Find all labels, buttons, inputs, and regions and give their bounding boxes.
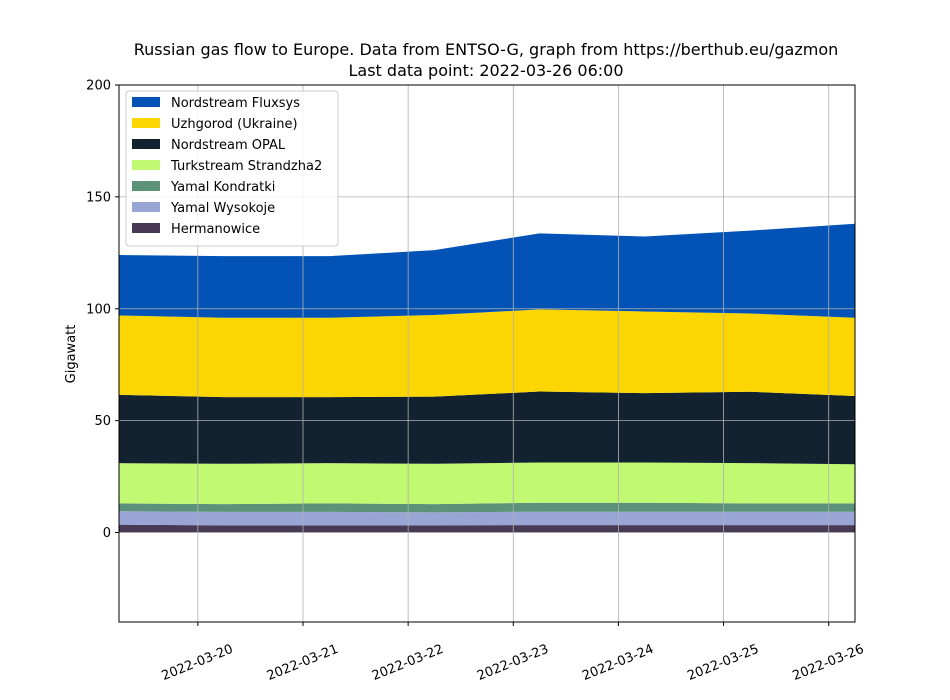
legend-label: Yamal Kondratki [170,180,275,195]
y-tick-label: 100 [86,302,111,317]
legend-swatch [132,118,160,128]
area-nordstream-opal [119,391,855,465]
legend-swatch [132,181,160,191]
legend-swatch [132,223,160,233]
area-hermanowice [119,524,855,533]
legend-label: Nordstream OPAL [171,138,286,153]
y-tick-label: 200 [86,79,111,94]
legend-swatch [132,202,160,212]
legend-swatch [132,97,160,107]
y-axis-label: Gigawatt [64,325,79,384]
legend-label: Hermanowice [171,222,260,237]
chart-subtitle: Last data point: 2022-03-26 06:00 [349,61,624,80]
area-yamal-kondratki [119,502,855,513]
y-tick-label: 50 [94,414,111,429]
legend: Nordstream Fluxsys Uzhgorod (Ukraine) Nord… [125,90,339,247]
area-uzhgorod-ukraine [119,309,855,398]
legend-box [125,90,339,247]
legend-swatch [132,139,160,149]
area-yamal-wysokoje [119,511,855,526]
chart-title: Russian gas flow to Europe. Data from EN… [134,40,839,59]
legend-label: Yamal Wysokoje [170,201,275,216]
y-tick-label: 150 [86,190,111,205]
legend-label: Turkstream Strandzha2 [170,159,322,174]
area-turkstream-strandzha2 [119,462,855,505]
axes-frame [118,84,856,623]
y-tick-label: 0 [103,526,111,541]
legend-label: Nordstream Fluxsys [171,96,300,111]
legend-swatch [132,160,160,170]
legend-label: Uzhgorod (Ukraine) [171,117,298,132]
